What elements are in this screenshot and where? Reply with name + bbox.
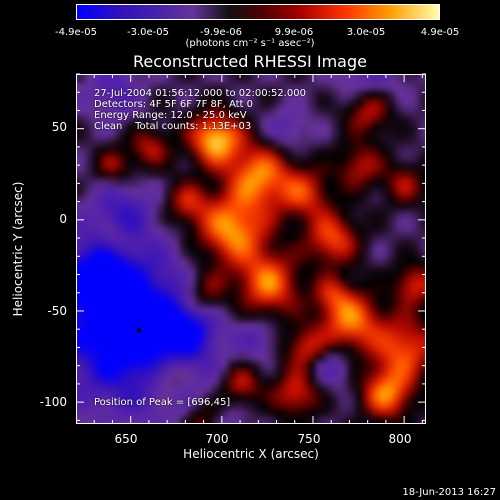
y-tick-label: 0 (59, 212, 67, 226)
x-tick-label: 750 (297, 432, 321, 446)
annotation-energy: Energy Range: 12.0 - 25.0 keV (94, 110, 247, 121)
colorbar-tick: 4.9e-05 (420, 27, 460, 38)
x-tick-label: 650 (114, 432, 138, 446)
heatmap-image (77, 75, 425, 423)
x-tick-label: 800 (388, 432, 412, 446)
colorbar (76, 4, 440, 20)
x-axis-label: Heliocentric X (arcsec) (183, 447, 319, 461)
y-axis-label: Heliocentric Y (arcsec) (11, 181, 25, 317)
colorbar-tick: -3.0e-05 (127, 27, 169, 38)
y-tick-label: -100 (39, 395, 67, 409)
annotation-peak: Position of Peak = [696,45] (94, 397, 231, 408)
y-tick-label: 50 (51, 120, 67, 134)
footer-date: 18-Jun-2013 16:27 (402, 487, 496, 498)
colorbar-tick: 3.0e-05 (346, 27, 386, 38)
annotation-time: 27-Jul-2004 01:56:12.000 to 02:00:52.000 (94, 88, 306, 99)
colorbar-unit-label: (photons cm⁻² s⁻¹ asec⁻²) (185, 38, 315, 49)
annotation-detectors: Detectors: 4F 5F 6F 7F 8F, Att 0 (94, 99, 254, 110)
plot-area (76, 74, 426, 424)
x-tick-label: 700 (205, 432, 229, 446)
colorbar-tick: -9.9e-06 (200, 27, 242, 38)
colorbar-tick: 9.9e-06 (274, 27, 314, 38)
chart-title: Reconstructed RHESSI Image (133, 52, 367, 71)
y-tick-label: -50 (47, 304, 67, 318)
colorbar-tick: -4.9e-05 (55, 27, 97, 38)
annotation-counts: Clean Total counts: 1.13E+03 (94, 121, 252, 132)
